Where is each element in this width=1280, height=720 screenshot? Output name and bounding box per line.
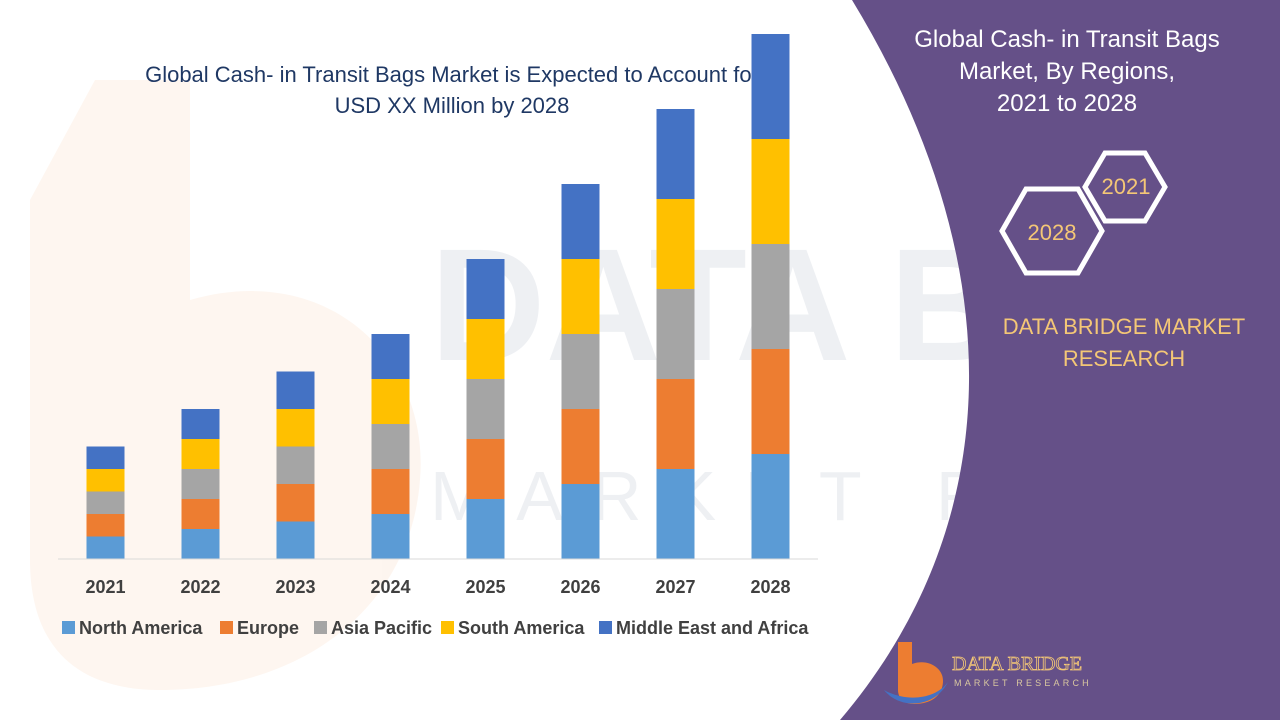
side-panel (840, 0, 1280, 720)
legend-label: Asia Pacific (331, 618, 432, 638)
x-tick-label: 2022 (180, 577, 220, 597)
hexagon-end-label: 2028 (1028, 220, 1077, 245)
x-tick-label: 2025 (465, 577, 505, 597)
bar-2028-south-america (751, 139, 790, 244)
bar-2026-europe (561, 409, 600, 484)
bar-2022-asia-pacific (181, 469, 220, 499)
company-logo: DATA BRIDGE MARKET RESEARCH (884, 642, 1092, 704)
bar-2023-asia-pacific (276, 446, 315, 484)
chart-title-line1: Global Cash- in Transit Bags Market is E… (145, 62, 759, 87)
side-title-line1: Global Cash- in Transit Bags (914, 26, 1219, 53)
bar-2023-north-america (276, 521, 315, 559)
bar-2021-europe (86, 514, 125, 537)
bar-2021-asia-pacific (86, 491, 125, 514)
bar-2021-middle-east-and-africa (86, 446, 125, 469)
hexagon-start-label: 2021 (1102, 174, 1151, 199)
bar-2023-europe (276, 484, 315, 522)
legend-swatch (599, 621, 612, 634)
bar-2024-asia-pacific (371, 424, 410, 469)
brand-name-line1: DATA BRIDGE MARKET (1003, 314, 1245, 339)
logo-text-line2: MARKET RESEARCH (954, 678, 1092, 688)
legend-label: Middle East and Africa (616, 618, 809, 638)
bar-2026-asia-pacific (561, 334, 600, 409)
chart-bars (86, 34, 790, 559)
bar-2026-north-america (561, 484, 600, 559)
bar-2022-europe (181, 499, 220, 529)
legend-label: North America (79, 618, 203, 638)
x-tick-label: 2028 (750, 577, 790, 597)
x-axis-ticks: 2021 2022 2023 2024 2025 2026 2027 2028 (85, 577, 790, 597)
bar-2027-north-america (656, 469, 695, 559)
side-title-line2: Market, By Regions, (959, 58, 1175, 85)
bar-2023-south-america (276, 409, 315, 447)
bar-2027-south-america (656, 199, 695, 289)
bar-2025-middle-east-and-africa (466, 259, 505, 319)
bar-2022-south-america (181, 439, 220, 469)
legend-label: Europe (237, 618, 299, 638)
bar-2028-asia-pacific (751, 244, 790, 349)
bar-2027-asia-pacific (656, 289, 695, 379)
bar-2026-middle-east-and-africa (561, 184, 600, 259)
bar-2028-middle-east-and-africa (751, 34, 790, 139)
bar-2024-south-america (371, 379, 410, 424)
logo-swoosh-icon (884, 682, 948, 704)
side-title-line3: 2021 to 2028 (997, 90, 1137, 117)
bar-2024-north-america (371, 514, 410, 559)
legend-swatch (220, 621, 233, 634)
hexagon-start (1082, 150, 1168, 224)
watermark-logo-shape (30, 80, 421, 690)
x-tick-label: 2026 (560, 577, 600, 597)
brand-name-line2: RESEARCH (1063, 346, 1185, 371)
x-tick-label: 2024 (370, 577, 410, 597)
bar-2027-europe (656, 379, 695, 469)
x-tick-label: 2027 (655, 577, 695, 597)
legend-swatch (314, 621, 327, 634)
chart-legend: North America Europe Asia Pacific South Ame… (62, 618, 809, 638)
bar-2026-south-america (561, 259, 600, 334)
bar-2022-north-america (181, 529, 220, 559)
bar-2024-europe (371, 469, 410, 514)
bar-2025-south-america (466, 319, 505, 379)
bar-2021-north-america (86, 536, 125, 559)
bar-2025-asia-pacific (466, 379, 505, 439)
hexagon-end (999, 186, 1105, 276)
bar-2028-europe (751, 349, 790, 454)
bar-2024-middle-east-and-africa (371, 334, 410, 379)
x-tick-label: 2021 (85, 577, 125, 597)
bar-2022-middle-east-and-africa (181, 409, 220, 439)
bar-2021-south-america (86, 469, 125, 492)
bar-2025-europe (466, 439, 505, 499)
logo-text-line1: DATA BRIDGE (952, 653, 1082, 675)
legend-label: South America (458, 618, 585, 638)
bar-2025-north-america (466, 499, 505, 559)
bar-2023-middle-east-and-africa (276, 371, 315, 409)
legend-swatch (441, 621, 454, 634)
x-tick-label: 2023 (275, 577, 315, 597)
chart-title-line2: USD XX Million by 2028 (335, 93, 570, 118)
bar-2028-north-america (751, 454, 790, 559)
bar-2027-middle-east-and-africa (656, 109, 695, 199)
logo-mark-icon (898, 642, 944, 704)
legend-swatch (62, 621, 75, 634)
